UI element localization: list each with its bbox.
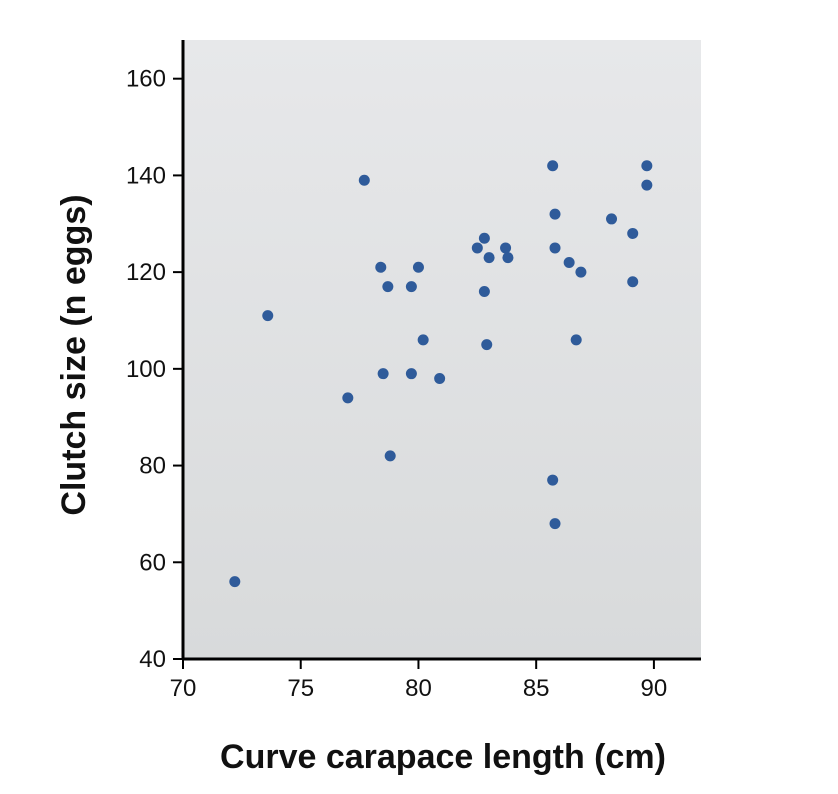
x-tick-label: 90 [641, 675, 668, 702]
data-point [417, 334, 429, 346]
data-point [500, 242, 512, 254]
y-tick-label: 60 [139, 549, 166, 576]
x-tick-label: 80 [405, 675, 432, 702]
data-point [627, 227, 639, 239]
plot-area [183, 40, 701, 659]
y-tick-label: 100 [126, 356, 166, 383]
data-point [549, 208, 561, 220]
data-points [229, 160, 653, 588]
data-point [412, 261, 424, 273]
data-point [478, 285, 490, 297]
data-point [549, 518, 561, 530]
data-point [641, 179, 653, 191]
y-axis-title: Clutch size (n eggs) [55, 194, 93, 515]
data-point [375, 261, 387, 273]
x-axis: 70 75 80 85 90 [170, 657, 701, 702]
data-point [358, 174, 370, 186]
data-point [481, 339, 493, 351]
x-tick-label: 85 [523, 675, 550, 702]
data-point [575, 266, 587, 278]
x-tick-label: 70 [170, 675, 197, 702]
data-point [405, 368, 417, 380]
y-tick-label: 40 [139, 646, 166, 673]
data-point [377, 368, 389, 380]
y-tick-label: 160 [126, 66, 166, 93]
data-point [342, 392, 354, 404]
data-point [502, 252, 514, 264]
data-point [547, 474, 559, 486]
data-point [483, 252, 495, 264]
data-point [384, 450, 396, 462]
data-point [471, 242, 483, 254]
data-point [229, 576, 241, 588]
data-point [627, 276, 639, 288]
data-point [570, 334, 582, 346]
x-tick-label: 75 [287, 675, 314, 702]
data-point [563, 256, 575, 268]
y-axis: 40 60 80 100 120 140 160 [126, 40, 185, 673]
data-point [434, 373, 446, 385]
data-point [641, 160, 653, 172]
data-point [478, 232, 490, 244]
y-tick-label: 120 [126, 259, 166, 286]
data-point [549, 242, 561, 254]
y-tick-label: 140 [126, 162, 166, 189]
data-point [262, 310, 274, 322]
y-tick-label: 80 [139, 453, 166, 480]
data-point [606, 213, 618, 225]
data-point [547, 160, 559, 172]
data-point [382, 281, 394, 293]
x-axis-title: Curve carapace length (cm) [220, 738, 666, 776]
data-point [405, 281, 417, 293]
